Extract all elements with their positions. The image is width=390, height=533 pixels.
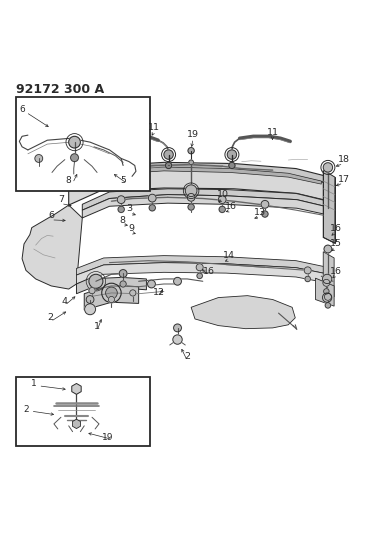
Text: 5: 5	[120, 176, 126, 185]
Text: 2: 2	[48, 313, 53, 322]
Circle shape	[196, 264, 203, 271]
Circle shape	[102, 283, 121, 303]
Circle shape	[69, 136, 80, 148]
Circle shape	[305, 276, 310, 281]
Circle shape	[304, 267, 311, 274]
Circle shape	[324, 245, 332, 253]
Circle shape	[148, 194, 156, 202]
Circle shape	[71, 154, 78, 161]
Circle shape	[119, 270, 127, 277]
Text: 1: 1	[31, 379, 37, 389]
Text: 1: 1	[94, 322, 100, 331]
Text: 15: 15	[330, 239, 342, 248]
Polygon shape	[323, 170, 335, 243]
Polygon shape	[22, 205, 82, 289]
Polygon shape	[323, 252, 334, 297]
Text: 14: 14	[223, 251, 235, 260]
Text: 92172 300 A: 92172 300 A	[16, 83, 105, 96]
Text: 2: 2	[23, 405, 29, 414]
Circle shape	[89, 274, 103, 288]
Text: 13: 13	[254, 208, 266, 217]
Text: 9: 9	[128, 224, 134, 233]
Circle shape	[324, 293, 331, 300]
Circle shape	[174, 324, 181, 332]
Polygon shape	[84, 285, 139, 310]
Circle shape	[323, 274, 332, 284]
Circle shape	[89, 287, 95, 294]
Circle shape	[323, 163, 333, 172]
Polygon shape	[76, 263, 333, 284]
Text: 17: 17	[337, 175, 349, 183]
Text: 11: 11	[267, 128, 279, 137]
Circle shape	[323, 293, 332, 302]
Circle shape	[147, 280, 155, 288]
Circle shape	[130, 290, 136, 296]
Polygon shape	[73, 419, 80, 429]
Bar	[16, 377, 150, 446]
Circle shape	[118, 206, 124, 213]
Text: 4: 4	[62, 297, 68, 306]
Text: 7: 7	[58, 195, 64, 204]
Circle shape	[117, 196, 125, 204]
Polygon shape	[76, 277, 146, 294]
Polygon shape	[84, 167, 321, 185]
Circle shape	[173, 335, 182, 344]
Circle shape	[229, 163, 235, 168]
Circle shape	[149, 205, 155, 211]
Circle shape	[324, 289, 329, 294]
Circle shape	[86, 296, 94, 303]
Text: 3: 3	[127, 205, 133, 214]
Text: 16: 16	[330, 224, 342, 233]
Circle shape	[325, 303, 331, 308]
Circle shape	[165, 163, 172, 168]
Circle shape	[188, 204, 194, 210]
Text: 8: 8	[66, 176, 72, 185]
Circle shape	[189, 160, 193, 165]
Circle shape	[106, 287, 117, 299]
Circle shape	[218, 196, 226, 204]
Polygon shape	[72, 383, 81, 394]
Circle shape	[219, 206, 225, 213]
Polygon shape	[82, 195, 333, 218]
Circle shape	[120, 281, 126, 287]
Text: 6: 6	[48, 212, 54, 221]
Text: 19: 19	[102, 433, 113, 442]
Circle shape	[85, 304, 96, 314]
Text: 16: 16	[225, 202, 237, 211]
Circle shape	[227, 150, 237, 159]
Circle shape	[108, 296, 115, 303]
Circle shape	[188, 148, 194, 154]
Text: 11: 11	[148, 123, 160, 132]
Circle shape	[323, 279, 330, 286]
Text: 8: 8	[119, 216, 125, 225]
Text: 16: 16	[330, 266, 342, 276]
Circle shape	[174, 277, 181, 285]
Text: 10: 10	[217, 190, 229, 199]
Text: 19: 19	[187, 130, 199, 139]
Polygon shape	[316, 278, 334, 306]
Text: 2: 2	[184, 352, 190, 361]
Text: 16: 16	[202, 266, 214, 276]
Circle shape	[35, 155, 43, 163]
Circle shape	[164, 150, 173, 159]
Circle shape	[197, 273, 202, 279]
Bar	[16, 98, 150, 191]
Polygon shape	[69, 163, 335, 189]
Text: 6: 6	[19, 104, 25, 114]
Circle shape	[261, 200, 269, 208]
Polygon shape	[69, 170, 335, 205]
Text: 18: 18	[337, 155, 349, 164]
Circle shape	[185, 185, 197, 197]
Polygon shape	[76, 256, 333, 275]
Circle shape	[262, 211, 268, 217]
Text: 12: 12	[153, 288, 165, 297]
Polygon shape	[82, 189, 333, 210]
Circle shape	[187, 193, 195, 201]
Polygon shape	[191, 296, 295, 329]
